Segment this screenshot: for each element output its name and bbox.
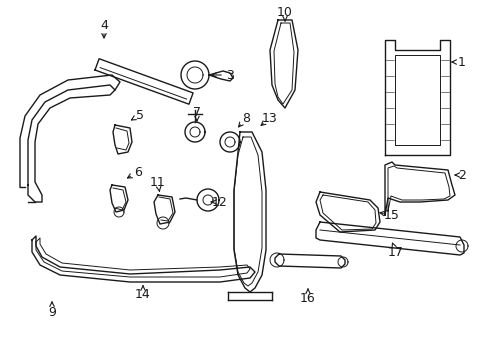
Text: 16: 16: [300, 292, 315, 305]
Text: 14: 14: [135, 288, 151, 302]
Text: 2: 2: [457, 168, 465, 181]
Text: 6: 6: [134, 166, 142, 179]
Text: 15: 15: [383, 208, 399, 221]
Polygon shape: [384, 40, 449, 155]
Text: 4: 4: [100, 18, 108, 32]
Text: 7: 7: [193, 105, 201, 118]
Polygon shape: [394, 55, 439, 145]
Text: 8: 8: [242, 112, 249, 125]
Text: 5: 5: [136, 108, 143, 122]
Polygon shape: [315, 192, 379, 232]
Text: 9: 9: [48, 306, 56, 319]
Text: 11: 11: [150, 176, 165, 189]
Polygon shape: [110, 185, 128, 212]
Polygon shape: [95, 59, 193, 104]
Polygon shape: [32, 236, 254, 282]
Polygon shape: [234, 132, 265, 292]
Text: 10: 10: [277, 5, 292, 18]
Polygon shape: [274, 254, 345, 268]
Text: 13: 13: [262, 112, 277, 125]
Text: 12: 12: [212, 195, 227, 208]
Polygon shape: [315, 222, 463, 255]
Polygon shape: [113, 125, 132, 154]
Text: 3: 3: [225, 68, 233, 81]
Polygon shape: [269, 20, 297, 108]
Polygon shape: [154, 195, 175, 224]
Text: 17: 17: [387, 246, 403, 258]
Polygon shape: [384, 162, 454, 215]
Text: 1: 1: [457, 55, 465, 68]
Polygon shape: [28, 85, 115, 202]
